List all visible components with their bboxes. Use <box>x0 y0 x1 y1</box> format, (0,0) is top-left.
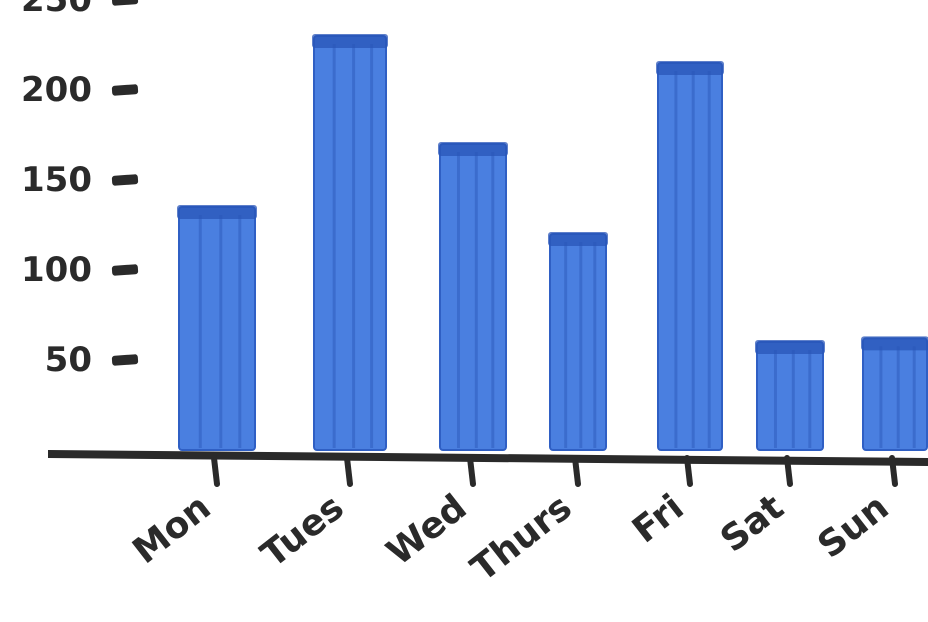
x-tick-label: Tues <box>254 487 352 576</box>
bar-thurs <box>548 232 608 451</box>
x-tick-label: Sun <box>810 487 896 567</box>
x-tick-label: Sat <box>713 487 791 561</box>
y-tick-mark <box>111 174 139 186</box>
bar-sun <box>861 336 928 451</box>
x-tick-mark <box>467 455 476 487</box>
y-tick-mark <box>111 0 139 6</box>
bar-fri <box>656 61 724 451</box>
x-tick-mark <box>784 455 793 487</box>
bar-cap <box>656 61 724 75</box>
x-tick-mark <box>572 455 581 487</box>
x-tick-label: Fri <box>625 487 692 552</box>
bar-body <box>756 341 824 451</box>
bar-cap <box>177 205 257 219</box>
x-tick-label: Wed <box>379 487 474 574</box>
bar-wed <box>438 142 508 451</box>
bar-body <box>313 35 387 451</box>
bars <box>177 34 928 451</box>
y-tick-mark <box>111 354 139 366</box>
x-tick-mark <box>344 455 353 487</box>
bar-mon <box>177 205 257 451</box>
x-tick-label: Thurs <box>464 487 580 590</box>
bar-cap <box>312 34 388 48</box>
bar-cap <box>548 232 608 246</box>
y-tick-label: 100 <box>21 250 92 290</box>
bar-body <box>862 337 928 451</box>
bar-body <box>178 206 256 451</box>
y-tick-mark <box>111 84 139 96</box>
y-tick-label: 150 <box>21 160 92 200</box>
bar-body <box>657 62 723 451</box>
bar-cap <box>438 142 508 156</box>
y-tick-label: 200 <box>21 70 92 110</box>
x-axis <box>48 450 928 487</box>
bar-body <box>549 233 607 451</box>
x-tick-mark <box>889 455 898 487</box>
bar-cap <box>861 336 928 351</box>
x-tick-mark <box>211 455 220 487</box>
y-tick-mark <box>111 264 139 276</box>
y-axis: 50 100 150 200 250 <box>21 0 139 380</box>
x-tick-label: Mon <box>125 487 218 572</box>
bar-cap <box>755 340 825 354</box>
y-tick-label: 250 <box>21 0 92 20</box>
x-tick-mark <box>684 455 693 487</box>
bar-body <box>439 143 507 451</box>
bar-sat <box>755 340 825 451</box>
bar-tues <box>312 34 388 451</box>
x-axis-line <box>48 450 928 466</box>
y-tick-label: 50 <box>45 340 92 380</box>
